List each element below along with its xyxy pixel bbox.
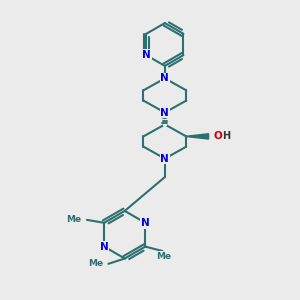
Text: O: O <box>213 131 222 141</box>
Text: N: N <box>142 50 151 60</box>
Text: N: N <box>160 107 169 118</box>
Text: Me: Me <box>66 215 82 224</box>
Text: N: N <box>160 154 169 164</box>
Polygon shape <box>186 134 208 139</box>
Text: Me: Me <box>157 252 172 261</box>
Text: N: N <box>100 242 109 252</box>
Text: Me: Me <box>88 259 103 268</box>
Text: H: H <box>222 130 230 140</box>
Text: N: N <box>141 218 150 228</box>
Text: N: N <box>160 74 169 83</box>
